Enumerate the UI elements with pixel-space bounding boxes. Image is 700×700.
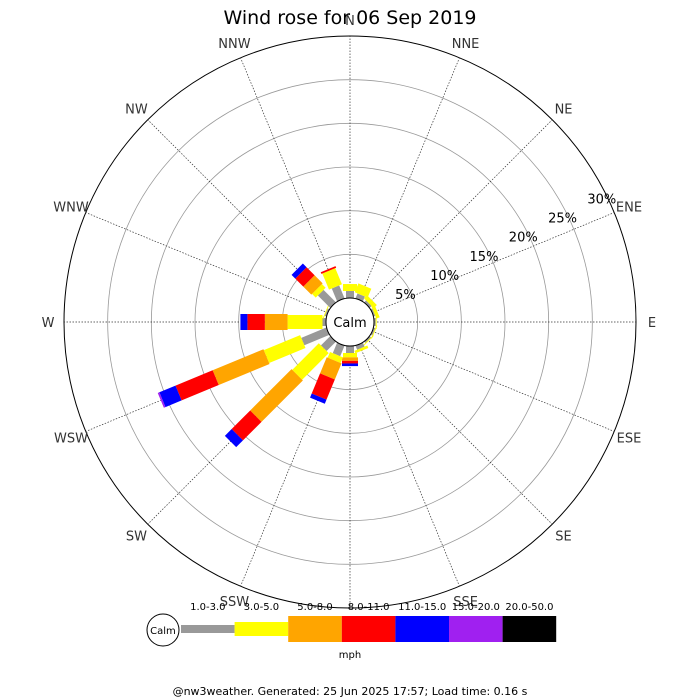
polar-grid <box>63 35 637 609</box>
spoke-line <box>349 212 615 323</box>
direction-label: W <box>42 316 55 331</box>
direction-label: NE <box>555 102 573 117</box>
direction-label: ENE <box>616 200 642 215</box>
direction-label: N <box>345 14 355 29</box>
spoke-line <box>349 321 460 587</box>
spoke-line <box>240 57 351 323</box>
bar-segment-nw <box>303 275 323 295</box>
percent-label: 15% <box>470 250 499 265</box>
bar-segment-sw <box>231 410 262 441</box>
direction-label: WSW <box>54 432 88 447</box>
bar-segment-sse <box>354 345 369 354</box>
bar-segment-sw <box>320 336 336 352</box>
legend-bin-label: 3.0-5.0 <box>244 602 279 613</box>
rose-bars <box>157 263 380 448</box>
bar-segment-wsw <box>159 385 182 408</box>
bar-segment-ne <box>363 295 377 309</box>
bar-segment-nnw <box>320 266 337 274</box>
legend-bin-label: 1.0-3.0 <box>190 602 225 613</box>
legend-calm-label: Calm <box>150 626 176 637</box>
spoke-line <box>147 321 351 525</box>
speed-legend: Calm 1.0-3.0 3.0-5.0 5.0-8.0 8.0-11.0 11.0-15… <box>146 602 557 661</box>
spoke-line <box>349 321 615 432</box>
direction-label: ESE <box>617 432 642 447</box>
direction-label: SSW <box>220 595 250 610</box>
legend-bin-label: 8.0-11.0 <box>348 602 390 613</box>
bar-segment-nne <box>355 293 365 302</box>
spoke-line <box>85 321 351 432</box>
bar-segment-ssw <box>320 357 342 380</box>
bar-segment-wsw <box>212 349 270 386</box>
bar-segment-wsw <box>301 327 330 346</box>
percent-label: 5% <box>395 288 416 303</box>
direction-label: NNE <box>452 37 480 52</box>
spoke-line <box>240 321 351 587</box>
direction-label: SSE <box>453 595 478 610</box>
percent-label: 30% <box>587 193 616 208</box>
legend-bin-label: 20.0-50.0 <box>505 602 553 613</box>
bar-segment-wsw <box>263 335 306 364</box>
spoke-line <box>349 57 460 323</box>
bar-segment-sse <box>355 342 365 350</box>
direction-labels: NNNENEENEEESESESSESSSWSWWSWWWNWNWNNW5%10… <box>42 14 657 633</box>
bar-segment-sw <box>292 343 329 380</box>
bar-segment-ssw <box>311 373 335 400</box>
bar-segment-nne <box>354 283 372 298</box>
spoke-line <box>85 212 351 323</box>
bar-segment-nw <box>317 289 336 308</box>
footer-text: @nw3weather. Generated: 25 Jun 2025 17:5… <box>173 685 528 698</box>
legend-bin-label: 5.0-8.0 <box>297 602 332 613</box>
legend-bin-label: 15.0-20.0 <box>452 602 500 613</box>
spoke-line <box>349 119 553 323</box>
bar-segment-sw <box>224 429 243 448</box>
range-ring <box>107 79 593 565</box>
range-ring <box>194 166 506 478</box>
spoke-line <box>349 321 553 525</box>
calm-circle <box>325 297 375 347</box>
direction-label: NNW <box>218 37 250 52</box>
legend-calm-circle <box>146 613 180 647</box>
bar-segment-se <box>363 335 374 346</box>
bar-segment-wsw <box>157 392 166 408</box>
bar-segment-ssw <box>327 351 343 363</box>
bar-segment-nw <box>312 284 326 298</box>
bar-segment-ssw <box>332 342 345 357</box>
direction-label: SE <box>555 530 571 545</box>
direction-label: NW <box>125 102 148 117</box>
direction-label: WNW <box>53 200 89 215</box>
calm-label: Calm <box>333 316 366 331</box>
percent-label: 20% <box>509 231 538 246</box>
legend-bin-label: 11.0-15.0 <box>398 602 446 613</box>
legend-unit: mph <box>339 650 361 661</box>
spoke-line <box>147 119 351 323</box>
bar-segment-sw <box>250 369 303 422</box>
percent-label: 25% <box>548 212 577 227</box>
bar-segment-nnw <box>322 268 342 290</box>
bar-segment-nw <box>295 267 315 287</box>
bar-segment-ene <box>371 304 380 319</box>
percent-label: 10% <box>430 269 459 284</box>
bar-segment-nw <box>291 263 307 279</box>
direction-label: E <box>648 316 656 331</box>
bar-segment-nnw <box>331 285 345 302</box>
calm-center: Calm <box>325 297 375 347</box>
bar-segment-ssw <box>310 393 327 404</box>
direction-label: SW <box>126 530 147 545</box>
chart-title: Wind rose for 06 Sep 2019 <box>223 7 476 29</box>
bar-segment-wsw <box>175 370 219 401</box>
